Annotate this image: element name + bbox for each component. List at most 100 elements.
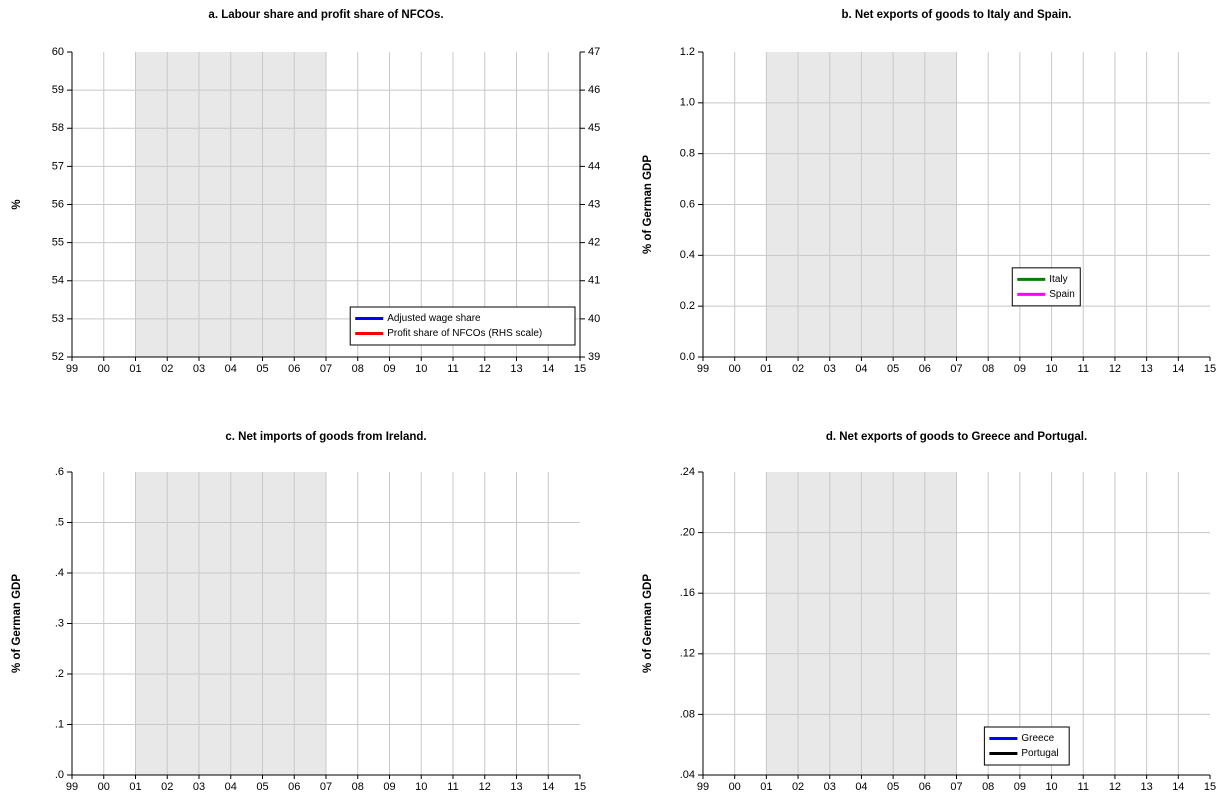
y-tick-label: .04	[680, 769, 695, 781]
x-tick-label: 14	[1172, 781, 1184, 793]
y-tick-label: 0.8	[680, 148, 695, 160]
x-tick-label: 01	[129, 363, 141, 375]
x-tick-label: 06	[919, 781, 931, 793]
y-tick-label: 56	[52, 198, 64, 210]
x-tick-label: 01	[760, 781, 772, 793]
y-axis-label: % of German GDP	[11, 574, 23, 673]
legend-label: Italy	[1049, 274, 1067, 285]
y-tick-label: .08	[680, 708, 695, 720]
x-tick-label: 09	[1014, 363, 1026, 375]
y-tick-label: 0.0	[680, 351, 695, 363]
y-tick-label: 0.2	[680, 300, 695, 312]
y-tick-label: 1.2	[680, 46, 695, 58]
y-tick-label: .24	[680, 466, 695, 478]
x-tick-label: 13	[1141, 363, 1153, 375]
x-tick-label: 11	[1078, 363, 1089, 375]
panel: a. Labour share and profit share of NFCO…	[11, 9, 600, 375]
legend-label: Greece	[1021, 733, 1054, 744]
x-tick-label: 12	[479, 781, 491, 793]
x-tick-label: 15	[1204, 363, 1216, 375]
x-tick-label: 12	[1109, 363, 1121, 375]
x-tick-label: 06	[288, 363, 300, 375]
x-tick-label: 06	[919, 363, 931, 375]
y2-tick-label: 43	[588, 198, 600, 210]
y-tick-label: 1.0	[680, 97, 695, 109]
x-tick-label: 00	[729, 363, 741, 375]
x-tick-label: 08	[352, 363, 364, 375]
x-tick-label: 07	[320, 781, 332, 793]
y-tick-label: .5	[55, 516, 64, 528]
y-tick-label: .12	[680, 648, 695, 660]
y-tick-label: .2	[55, 668, 64, 680]
legend-label: Profit share of NFCOs (RHS scale)	[387, 328, 542, 339]
x-tick-label: 99	[697, 781, 709, 793]
y-tick-label: 52	[52, 351, 64, 363]
y-tick-label: 57	[52, 160, 64, 172]
x-tick-label: 03	[824, 363, 836, 375]
x-tick-label: 12	[479, 363, 491, 375]
chart-title: a. Labour share and profit share of NFCO…	[208, 9, 443, 21]
panel: c. Net imports of goods from Ireland. % o…	[11, 431, 586, 793]
x-tick-label: 00	[729, 781, 741, 793]
x-tick-label: 05	[887, 781, 899, 793]
x-tick-label: 02	[792, 781, 804, 793]
x-tick-label: 00	[98, 363, 110, 375]
x-tick-label: 10	[415, 781, 427, 793]
x-tick-label: 10	[415, 363, 427, 375]
y2-tick-label: 47	[588, 46, 600, 58]
x-tick-label: 05	[887, 363, 899, 375]
x-tick-label: 99	[66, 363, 78, 375]
y-axis-label: % of German GDP	[642, 155, 654, 254]
x-tick-label: 08	[982, 781, 994, 793]
y-axis-label: %	[11, 199, 23, 209]
y-tick-label: 0.4	[680, 249, 695, 261]
x-tick-label: 02	[161, 363, 173, 375]
x-tick-label: 03	[193, 781, 205, 793]
x-tick-label: 08	[982, 363, 994, 375]
x-tick-label: 08	[352, 781, 364, 793]
y2-tick-label: 40	[588, 313, 600, 325]
x-tick-label: 14	[542, 363, 554, 375]
y-tick-label: 59	[52, 84, 64, 96]
x-tick-label: 04	[855, 781, 867, 793]
y-tick-label: 60	[52, 46, 64, 58]
chart-title: b. Net exports of goods to Italy and Spa…	[841, 9, 1071, 21]
x-tick-label: 11	[1078, 781, 1089, 793]
y-tick-label: 54	[52, 275, 64, 287]
y2-tick-label: 41	[588, 275, 600, 287]
x-tick-label: 15	[574, 363, 586, 375]
x-tick-label: 09	[383, 781, 395, 793]
x-tick-label: 99	[697, 363, 709, 375]
x-tick-label: 13	[510, 781, 522, 793]
y-tick-label: 55	[52, 237, 64, 249]
x-tick-label: 01	[129, 781, 141, 793]
panel: d. Net exports of goods to Greece and Po…	[642, 431, 1216, 793]
legend-label: Spain	[1049, 289, 1075, 300]
y-tick-label: .6	[55, 466, 64, 478]
y-tick-label: .20	[680, 527, 695, 539]
x-tick-label: 07	[950, 781, 962, 793]
x-tick-label: 07	[950, 363, 962, 375]
x-tick-label: 15	[1204, 781, 1216, 793]
legend-box	[349, 306, 576, 346]
x-tick-label: 11	[447, 781, 458, 793]
x-tick-label: 10	[1045, 781, 1057, 793]
legend-box	[983, 726, 1070, 766]
y-tick-label: .1	[55, 718, 64, 730]
x-tick-label: 04	[855, 363, 867, 375]
y2-tick-label: 39	[588, 351, 600, 363]
y-tick-label: 53	[52, 313, 64, 325]
legend-label: Adjusted wage share	[387, 313, 481, 324]
y2-tick-label: 46	[588, 84, 600, 96]
x-tick-label: 03	[824, 781, 836, 793]
x-tick-label: 09	[1014, 781, 1026, 793]
y-tick-label: .0	[55, 769, 64, 781]
x-tick-label: 07	[320, 363, 332, 375]
x-tick-label: 09	[383, 363, 395, 375]
legend-label: Portugal	[1021, 748, 1058, 759]
y-tick-label: .4	[55, 567, 64, 579]
y-tick-label: .16	[680, 587, 695, 599]
x-tick-label: 01	[760, 363, 772, 375]
x-tick-label: 02	[792, 363, 804, 375]
